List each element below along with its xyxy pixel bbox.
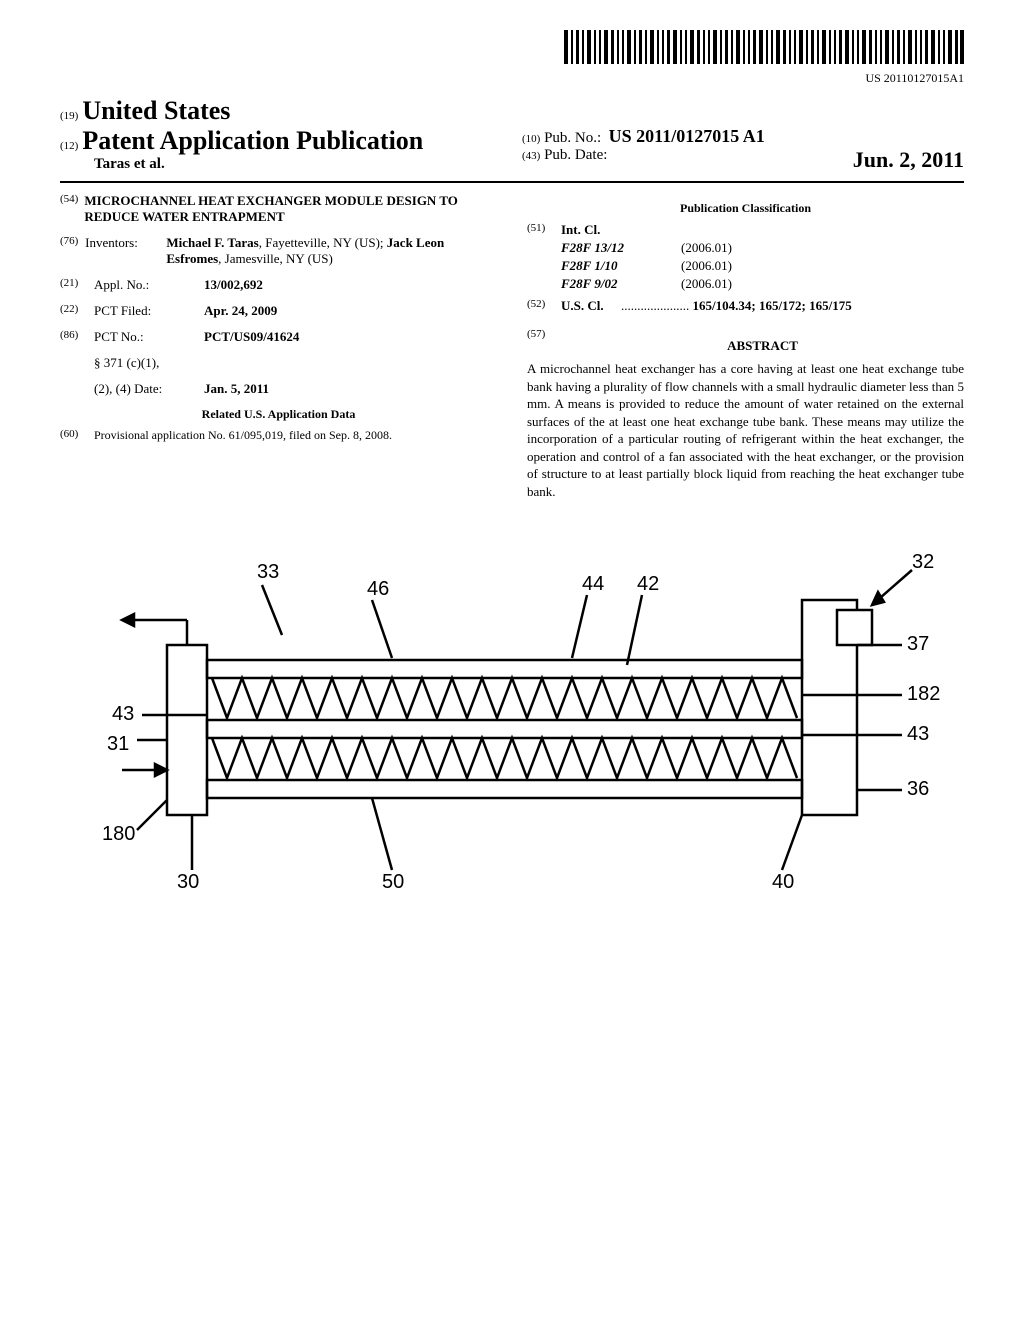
intcl-code: F28F 9/02	[561, 276, 681, 292]
s371-date-label: (2), (4) Date:	[94, 381, 204, 397]
intcl-year: (2006.01)	[681, 258, 964, 274]
pub-date: Jun. 2, 2011	[853, 147, 964, 173]
inventor-loc: , Jamesville, NY (US)	[218, 251, 333, 266]
inventors-list: Michael F. Taras, Fayetteville, NY (US);…	[166, 235, 497, 267]
barcode-number: US 20110127015A1	[60, 71, 964, 86]
abstract-num: (57)	[527, 328, 561, 360]
provisional-text: Provisional application No. 61/095,019, …	[94, 428, 392, 443]
intcl-code: F28F 1/10	[561, 258, 681, 274]
fig-label-32: 32	[912, 551, 934, 573]
abstract-head: ABSTRACT	[561, 338, 964, 354]
authors: Taras et al.	[60, 156, 502, 173]
pct-number: PCT/US09/41624	[204, 329, 497, 345]
fig-label-44: 44	[582, 573, 604, 595]
uscl-val: ..................... 165/104.34; 165/17…	[621, 298, 964, 314]
fig-label-33: 33	[257, 561, 279, 583]
pct-filed-date: Apr. 24, 2009	[204, 303, 497, 319]
intcl-year: (2006.01)	[681, 276, 964, 292]
fig-label-36: 36	[907, 778, 929, 800]
title-num: (54)	[60, 193, 84, 225]
pub-prefix: (12)	[60, 140, 78, 152]
inventors-num: (76)	[60, 235, 85, 267]
fig-label-180: 180	[102, 823, 135, 845]
right-column: Publication Classification (51) Int. Cl.…	[527, 193, 964, 500]
inventors-label: Inventors:	[85, 235, 166, 267]
fig-label-50: 50	[382, 871, 404, 893]
left-column: (54) MICROCHANNEL HEAT EXCHANGER MODULE …	[60, 193, 497, 500]
invention-title: MICROCHANNEL HEAT EXCHANGER MODULE DESIG…	[84, 193, 497, 225]
prov-num: (60)	[60, 428, 94, 443]
country: United States	[82, 96, 230, 125]
country-prefix: (19)	[60, 110, 78, 122]
fig-label-46: 46	[367, 578, 389, 600]
pubdate-label: Pub. Date:	[544, 147, 607, 163]
fig-label-31: 31	[107, 733, 129, 755]
inventor-loc: , Fayetteville, NY (US);	[259, 235, 387, 250]
barcode-block	[60, 30, 964, 69]
uscl-label: U.S. Cl.	[561, 298, 621, 314]
patent-header: (19) United States (12) Patent Applicati…	[60, 96, 964, 173]
fig-label-182: 182	[907, 683, 940, 705]
applno-num: (21)	[60, 277, 94, 293]
related-data-head: Related U.S. Application Data	[60, 407, 497, 422]
pub-number: US 2011/0127015 A1	[609, 126, 765, 146]
pub-class-head: Publication Classification	[527, 201, 964, 216]
inventor-name: Michael F. Taras	[166, 235, 258, 250]
intcl-label: Int. Cl.	[561, 222, 600, 238]
pubdate-prefix: (43)	[522, 150, 540, 162]
abstract-text: A microchannel heat exchanger has a core…	[527, 360, 964, 500]
fig-label-30: 30	[177, 871, 199, 893]
intcl-num: (51)	[527, 222, 561, 238]
pubno-label: Pub. No.:	[544, 130, 601, 146]
fig-label-40: 40	[772, 871, 794, 893]
fig-label-43b: 43	[112, 703, 134, 725]
appl-number: 13/002,692	[204, 277, 497, 293]
fig-label-37: 37	[907, 633, 929, 655]
pctfiled-label: PCT Filed:	[94, 303, 204, 319]
applno-label: Appl. No.:	[94, 277, 204, 293]
pubno-prefix: (10)	[522, 133, 540, 145]
pctno-label: PCT No.:	[94, 329, 204, 345]
s371-date: Jan. 5, 2011	[204, 381, 497, 397]
barcode-graphic	[564, 30, 964, 64]
fig-label-43: 43	[907, 723, 929, 745]
patent-figure: 33 46 44 42 32 37 182 43 43 31 36 180 30…	[60, 540, 964, 905]
intcl-year: (2006.01)	[681, 240, 964, 256]
pub-type: Patent Application Publication	[82, 126, 423, 155]
fig-label-42: 42	[637, 573, 659, 595]
s371-label: § 371 (c)(1),	[94, 355, 204, 371]
uscl-num: (52)	[527, 298, 561, 314]
biblio-section: (54) MICROCHANNEL HEAT EXCHANGER MODULE …	[60, 181, 964, 500]
pctfiled-num: (22)	[60, 303, 94, 319]
intcl-code: F28F 13/12	[561, 240, 681, 256]
pctno-num: (86)	[60, 329, 94, 345]
